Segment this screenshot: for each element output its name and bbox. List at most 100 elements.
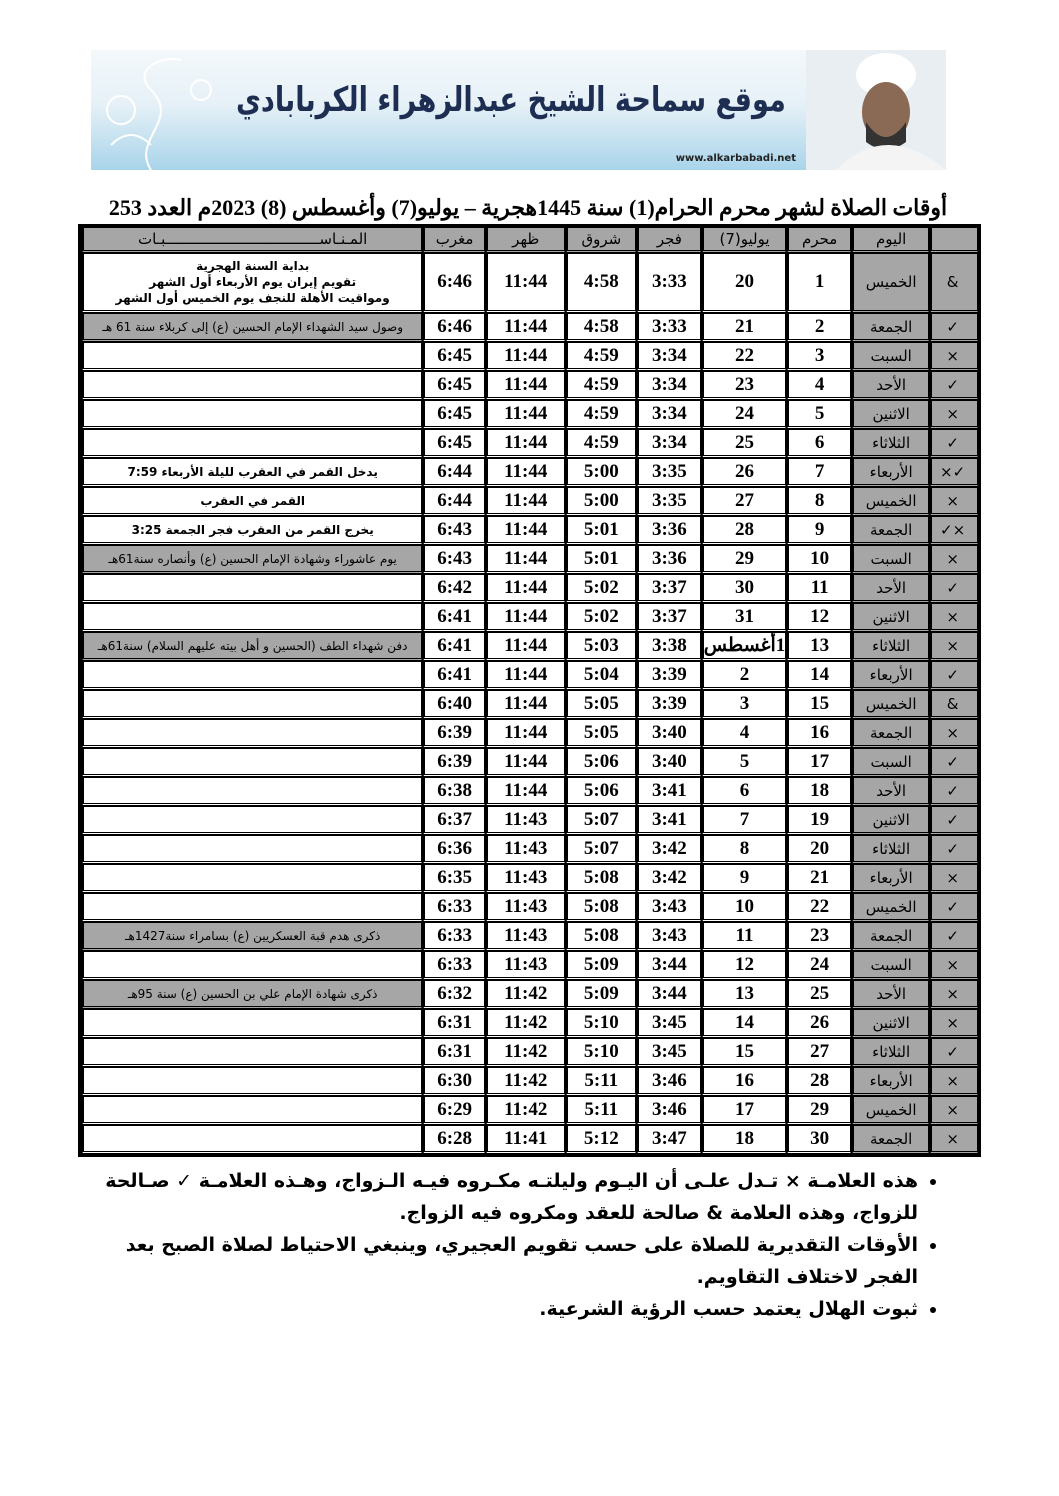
- cell-gregorian: 30: [700, 574, 787, 603]
- cell-dhuhr: 11:44: [484, 487, 565, 516]
- cell-mark: ×: [929, 1067, 978, 1096]
- cell-sunrise: 5:01: [564, 516, 637, 545]
- cell-muharram: 12: [786, 603, 852, 632]
- cell-day: الأربعاء: [851, 864, 930, 893]
- cell-gregorian: 17: [700, 1096, 787, 1125]
- cell-dhuhr: 11:42: [484, 1038, 565, 1067]
- cell-fajr: 3:46: [636, 1096, 701, 1125]
- table-row: × الخميس 8 27 3:35 5:00 11:44 6:44 القمر في العق…: [81, 487, 978, 516]
- cell-occasion: [81, 864, 423, 893]
- cell-sunrise: 5:12: [564, 1125, 637, 1154]
- cell-occasion: [81, 893, 423, 922]
- cell-mark: ×: [929, 400, 978, 429]
- cell-dhuhr: 11:43: [484, 835, 565, 864]
- cell-day: السبت: [851, 748, 930, 777]
- document-body: أوقات الصلاة لشهر محرم الحرام(1) سنة 144…: [78, 194, 981, 1325]
- cell-gregorian: 14: [700, 1009, 787, 1038]
- cell-maghrib: 6:42: [422, 574, 485, 603]
- cell-day: الأربعاء: [851, 458, 930, 487]
- floral-ornament-icon: [106, 58, 212, 170]
- cell-dhuhr: 11:43: [484, 806, 565, 835]
- cell-occasion: [81, 371, 423, 400]
- table-row: × الجمعة 30 18 3:47 5:12 11:41 6:28: [81, 1125, 978, 1154]
- cell-mark: ✓: [929, 835, 978, 864]
- cell-muharram: 5: [786, 400, 852, 429]
- table-row: ✓ الأحد 4 23 3:34 4:59 11:44 6:45: [81, 371, 978, 400]
- cell-dhuhr: 11:44: [484, 545, 565, 574]
- cell-dhuhr: 11:43: [484, 922, 565, 951]
- cell-gregorian: 24: [700, 400, 787, 429]
- cell-maghrib: 6:31: [422, 1038, 485, 1067]
- cell-sunrise: 4:58: [564, 253, 637, 313]
- note-marks: هذه العلامـة × تـدل علـى أن اليـوم وليلت…: [88, 1165, 918, 1229]
- cell-dhuhr: 11:44: [484, 777, 565, 806]
- cell-gregorian: 5: [700, 748, 787, 777]
- cell-occasion: وصول سيد الشهداء الإمام الحسين (ع) إلى ك…: [81, 313, 423, 342]
- cell-mark: ×: [929, 342, 978, 371]
- cell-day: الأربعاء: [851, 1067, 930, 1096]
- cell-muharram: 7: [786, 458, 852, 487]
- cell-occasion: [81, 1125, 423, 1154]
- header-day: اليوم: [851, 227, 930, 253]
- sheikh-portrait-icon: [806, 50, 946, 170]
- cell-fajr: 3:47: [636, 1125, 701, 1154]
- cell-sunrise: 5:09: [564, 980, 637, 1009]
- cell-mark: ✓: [929, 661, 978, 690]
- cell-gregorian: 9: [700, 864, 787, 893]
- cell-fajr: 3:43: [636, 922, 701, 951]
- cell-occasion: القمر في العقرب: [81, 487, 423, 516]
- cell-sunrise: 5:06: [564, 748, 637, 777]
- table-row: ✓ الثلاثاء 20 8 3:42 5:07 11:43 6:36: [81, 835, 978, 864]
- cell-maghrib: 6:46: [422, 313, 485, 342]
- cell-occasion: [81, 1038, 423, 1067]
- table-row: ✓ الثلاثاء 27 15 3:45 5:10 11:42 6:31: [81, 1038, 978, 1067]
- cell-occasion: [81, 777, 423, 806]
- cell-mark: ×: [929, 1009, 978, 1038]
- cell-mark: ✓: [929, 574, 978, 603]
- cell-mark: ×: [929, 1125, 978, 1154]
- cell-mark: ×✓: [929, 458, 978, 487]
- cell-muharram: 27: [786, 1038, 852, 1067]
- cell-gregorian: 16: [700, 1067, 787, 1096]
- cell-maghrib: 6:45: [422, 342, 485, 371]
- cell-maghrib: 6:32: [422, 980, 485, 1009]
- cell-sunrise: 5:02: [564, 574, 637, 603]
- cell-muharram: 4: [786, 371, 852, 400]
- header-row: اليوم محرم يوليو(7) فجر شروق ظهر مغرب المـنـاسـ…: [81, 227, 978, 253]
- cell-occasion: يدخل القمر في العقرب لليلة الأربعاء 7:59: [81, 458, 423, 487]
- cell-day: الأحد: [851, 980, 930, 1009]
- cell-occasion: [81, 661, 423, 690]
- cell-mark: ✓: [929, 806, 978, 835]
- cell-sunrise: 5:05: [564, 690, 637, 719]
- table-row: × الأربعاء 28 16 3:46 5:11 11:42 6:30: [81, 1067, 978, 1096]
- notes: هذه العلامـة × تـدل علـى أن اليـوم وليلت…: [88, 1165, 948, 1325]
- cell-sunrise: 4:59: [564, 400, 637, 429]
- cell-dhuhr: 11:44: [484, 748, 565, 777]
- cell-day: الثلاثاء: [851, 835, 930, 864]
- cell-dhuhr: 11:44: [484, 429, 565, 458]
- cell-mark: &: [929, 253, 978, 313]
- cell-fajr: 3:41: [636, 777, 701, 806]
- site-title: موقع سماحة الشيخ عبدالزهراء الكربابادي: [236, 80, 786, 120]
- cell-muharram: 23: [786, 922, 852, 951]
- table-row: × السبت 10 29 3:36 5:01 11:44 6:43 يوم عاشوراء و…: [81, 545, 978, 574]
- cell-mark: ×: [929, 719, 978, 748]
- cell-occasion: [81, 1009, 423, 1038]
- cell-gregorian: 26: [700, 458, 787, 487]
- cell-muharram: 11: [786, 574, 852, 603]
- cell-day: السبت: [851, 342, 930, 371]
- cell-sunrise: 5:00: [564, 487, 637, 516]
- cell-maghrib: 6:45: [422, 429, 485, 458]
- table-row: × الاثنين 12 31 3:37 5:02 11:44 6:41: [81, 603, 978, 632]
- prayer-times-table: اليوم محرم يوليو(7) فجر شروق ظهر مغرب المـنـاسـ…: [78, 224, 981, 1157]
- table-row: × الجمعة 16 4 3:40 5:05 11:44 6:39: [81, 719, 978, 748]
- cell-day: الجمعة: [851, 1125, 930, 1154]
- cell-muharram: 25: [786, 980, 852, 1009]
- table-row: & الخميس 15 3 3:39 5:05 11:44 6:40: [81, 690, 978, 719]
- cell-mark: ✓: [929, 429, 978, 458]
- cell-fajr: 3:35: [636, 458, 701, 487]
- cell-dhuhr: 11:43: [484, 864, 565, 893]
- cell-mark: ✓×: [929, 516, 978, 545]
- table-row: ✓ الجمعة 2 21 3:33 4:58 11:44 6:46 وصول سيد الشه…: [81, 313, 978, 342]
- cell-fajr: 3:44: [636, 980, 701, 1009]
